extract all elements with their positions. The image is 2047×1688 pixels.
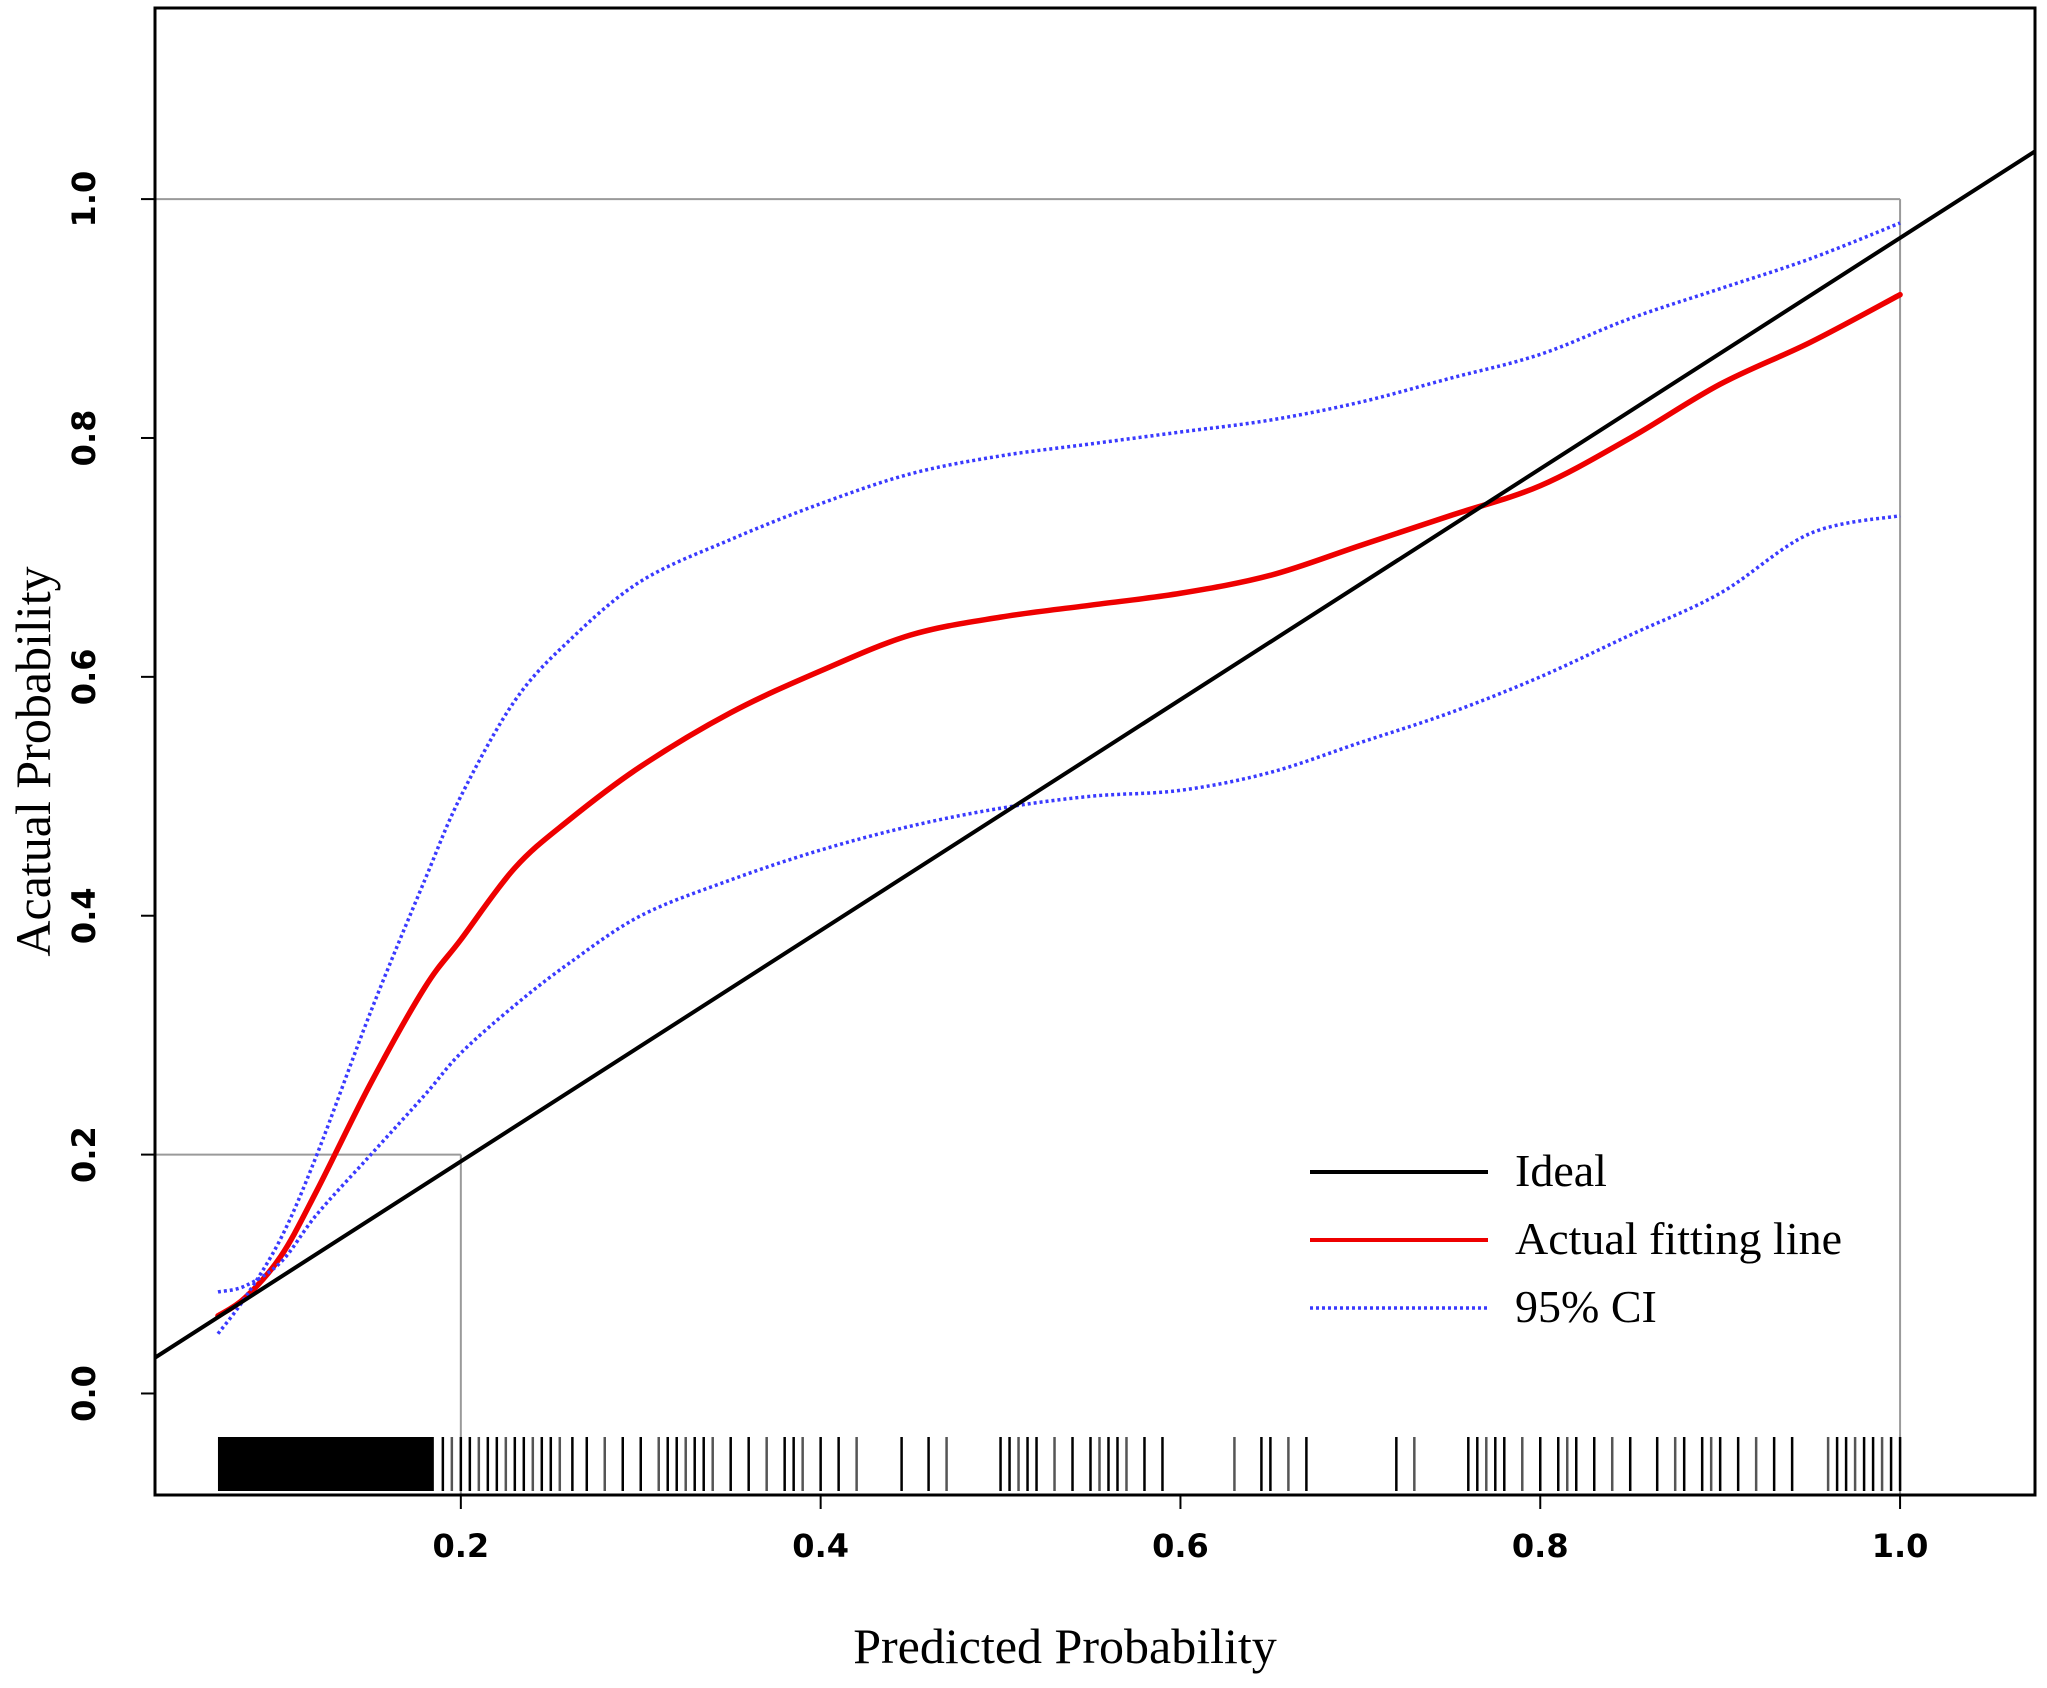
legend-label-0: Ideal <box>1515 1145 1607 1196</box>
y-tick-label: 1.0 <box>65 171 103 228</box>
x-tick-label: 0.8 <box>1512 1527 1569 1565</box>
series-line-3 <box>217 513 1901 1294</box>
series-line-0 <box>155 149 2035 1360</box>
y-tick-label: 0.0 <box>65 1365 103 1422</box>
legend-label-1: Actual fitting line <box>1515 1213 1842 1264</box>
x-tick-label: 0.6 <box>1152 1527 1209 1565</box>
rug-dense-block <box>217 1437 434 1491</box>
y-tick-label: 0.8 <box>65 410 103 467</box>
series-line-2 <box>216 221 1901 1335</box>
legend: Ideal Actual fitting line 95% CI <box>1310 1145 1842 1332</box>
x-tick-label: 0.4 <box>792 1527 849 1565</box>
series-line-1 <box>215 291 1903 1319</box>
series-lines <box>155 149 2035 1360</box>
y-axis: 0.0 0.2 0.4 0.6 0.8 1.0 <box>65 171 155 1422</box>
y-axis-title: Acatual Probability <box>5 566 61 956</box>
x-axis-title: Predicted Probability <box>853 1618 1277 1674</box>
x-tick-label: 0.2 <box>432 1527 489 1565</box>
y-tick-label: 0.6 <box>65 649 103 706</box>
rug-marks <box>217 1437 1902 1491</box>
y-tick-label: 0.2 <box>65 1126 103 1183</box>
x-tick-label: 1.0 <box>1872 1527 1929 1565</box>
y-tick-label: 0.4 <box>65 887 103 944</box>
legend-label-2: 95% CI <box>1515 1281 1657 1332</box>
x-axis: 0.2 0.4 0.6 0.8 1.0 <box>432 1495 1928 1565</box>
plot-frame <box>153 6 2037 1497</box>
